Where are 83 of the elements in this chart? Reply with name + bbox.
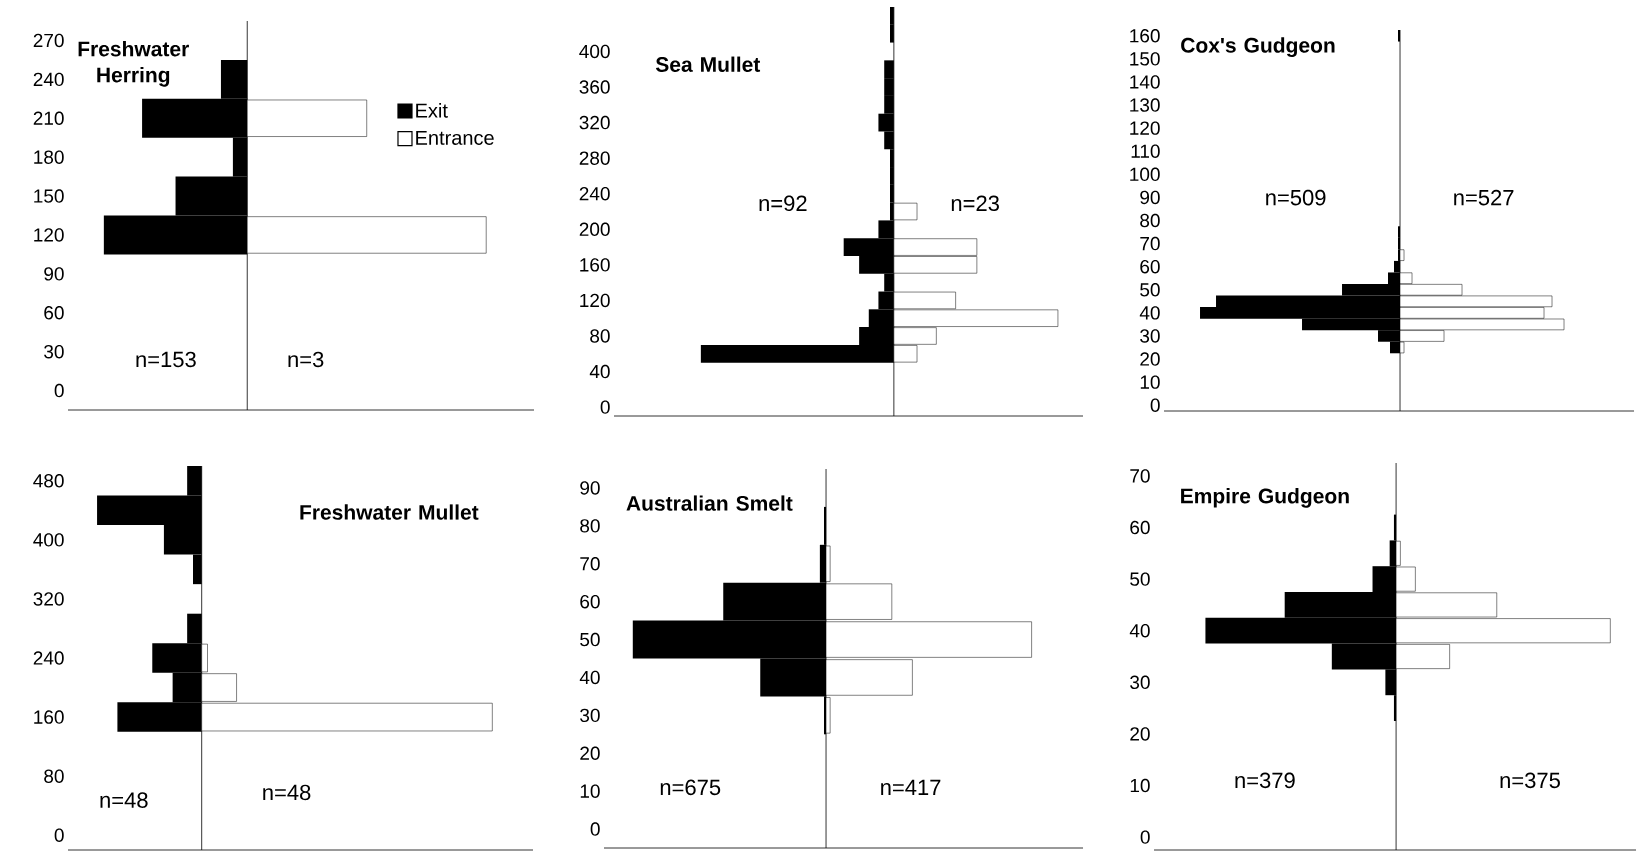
- y-tick-label: 10: [1140, 375, 1160, 389]
- y-tick-label: 60: [580, 594, 600, 609]
- y-tick-label: 360: [579, 80, 610, 94]
- chart-title: Cox's Gudgeon: [1181, 37, 1335, 57]
- annotation: n=417: [881, 779, 941, 795]
- text: Australian Smelt: [626, 495, 793, 511]
- y-tick-label: 10: [580, 784, 600, 798]
- y-tick-label: 50: [1130, 572, 1150, 586]
- annotation: n=379: [1235, 772, 1295, 789]
- y-tick-label: 140: [1130, 75, 1160, 89]
- annotation: n=509: [1266, 189, 1326, 206]
- y-tick-label: 70: [1140, 236, 1160, 251]
- annotation: n=48: [100, 792, 148, 808]
- y-tick-label: 150: [1130, 52, 1160, 66]
- text: Empire Gudgeon: [1181, 488, 1349, 508]
- y-tick-label: 40: [1139, 306, 1160, 320]
- y-tick-label: 100: [1130, 167, 1160, 182]
- y-tick-label: 240: [33, 651, 64, 665]
- y-tick-label: 30: [1140, 329, 1160, 343]
- y-tick-label: 80: [1140, 213, 1160, 228]
- y-tick-label: 80: [580, 519, 600, 533]
- text: Sea Mullet: [655, 56, 761, 72]
- annotation: n=375: [1500, 772, 1560, 789]
- y-tick-label: 0: [54, 383, 64, 398]
- annotation: n=92: [759, 195, 807, 212]
- y-tick-label: 60: [1130, 520, 1150, 535]
- y-tick-label: 90: [44, 267, 64, 281]
- y-tick-label: 480: [33, 474, 64, 488]
- y-tick-label: 240: [33, 72, 64, 87]
- y-tick-label: 80: [590, 329, 610, 343]
- y-tick-label: 320: [33, 592, 64, 606]
- y-tick-label: 180: [34, 150, 64, 164]
- y-tick-label: 120: [34, 228, 64, 242]
- annotation: n=153: [136, 351, 196, 368]
- y-tick-label: 120: [1130, 121, 1160, 135]
- y-tick-label: 0: [1150, 398, 1160, 412]
- y-tick-label: 80: [44, 769, 64, 783]
- y-tick-label: 160: [34, 710, 64, 724]
- y-tick-label: 200: [579, 222, 610, 237]
- y-tick-label: 210: [33, 111, 64, 125]
- y-tick-label: 60: [44, 306, 64, 320]
- y-tick-label: 60: [1140, 259, 1160, 274]
- y-tick-label: 110: [1131, 144, 1160, 158]
- y-tick-label: 40: [1129, 623, 1150, 638]
- y-tick-label: 280: [579, 151, 610, 165]
- y-tick-label: 0: [1140, 830, 1150, 844]
- text: Freshwater Herring: [78, 40, 189, 87]
- y-tick-label: 30: [1130, 675, 1150, 690]
- y-tick-label: 50: [580, 632, 600, 647]
- y-tick-label: 320: [579, 115, 610, 130]
- y-tick-label: 70: [580, 557, 600, 571]
- annotation: n=48: [263, 784, 311, 801]
- y-tick-label: 150: [34, 189, 64, 203]
- y-tick-label: 0: [600, 400, 610, 414]
- y-tick-label: 160: [1130, 29, 1160, 43]
- y-tick-label: 160: [580, 258, 610, 272]
- y-tick-label: 30: [580, 708, 600, 723]
- y-tick-label: 90: [580, 481, 600, 495]
- y-tick-label: 20: [580, 746, 600, 760]
- text: Freshwater Mullet: [300, 504, 479, 520]
- legend-label: Exit: [416, 102, 448, 118]
- y-tick-label: 0: [54, 828, 64, 842]
- y-tick-label: 0: [590, 822, 600, 836]
- legend-label: Entrance: [416, 130, 494, 145]
- y-tick-label: 40: [589, 364, 610, 379]
- annotation: n=527: [1454, 189, 1514, 206]
- y-tick-label: 20: [1140, 352, 1160, 366]
- y-tick-label: 50: [1140, 283, 1160, 297]
- y-tick-label: 400: [579, 44, 610, 59]
- y-tick-label: 10: [1130, 778, 1150, 793]
- y-tick-label: 70: [1130, 469, 1150, 483]
- y-tick-label: 130: [1130, 98, 1160, 112]
- annotation: n=675: [660, 779, 721, 796]
- y-tick-label: 30: [44, 344, 64, 359]
- annotation: n=23: [951, 195, 999, 212]
- y-tick-label: 40: [579, 670, 600, 685]
- y-tick-label: 120: [580, 293, 610, 308]
- y-tick-label: 270: [33, 33, 64, 48]
- y-tick-label: 400: [33, 533, 64, 547]
- annotation: n=3: [288, 351, 324, 368]
- y-tick-label: 20: [1130, 727, 1150, 741]
- y-tick-label: 90: [1140, 190, 1160, 205]
- y-tick-label: 240: [579, 186, 610, 201]
